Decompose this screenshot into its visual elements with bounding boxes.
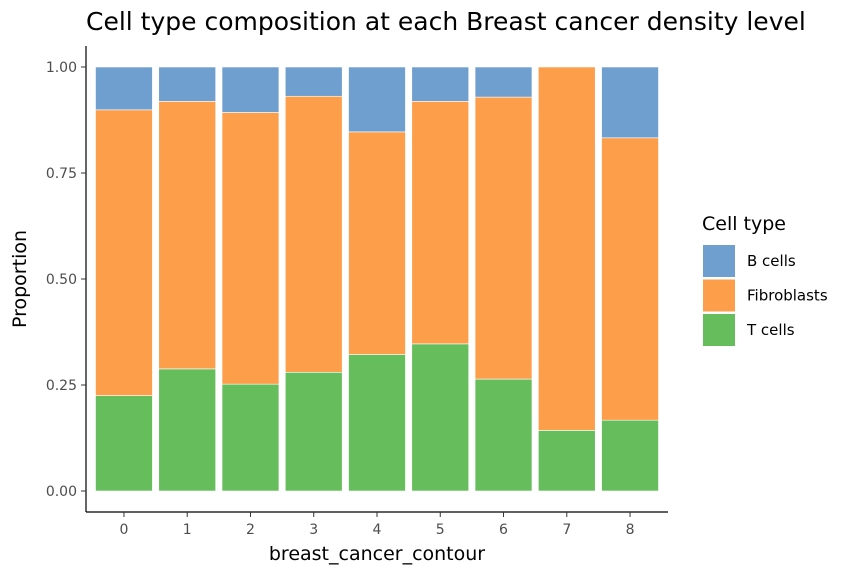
x-tick-label: 2 xyxy=(246,522,255,538)
legend-swatch-t-cells xyxy=(703,314,735,346)
bar-segment-fibroblasts-0 xyxy=(95,109,153,396)
legend-label-t-cells: T cells xyxy=(746,321,795,339)
bar-segment-t-cells-0 xyxy=(95,395,153,492)
bar-segment-fibroblasts-7 xyxy=(538,66,596,431)
bar-segment-b-cells-5 xyxy=(411,66,470,102)
bar-segment-t-cells-7 xyxy=(538,430,596,492)
y-axis-title: Proportion xyxy=(9,230,31,328)
legend-swatch-fibroblasts xyxy=(703,279,735,312)
bar-segment-b-cells-3 xyxy=(284,66,343,97)
bar-segment-t-cells-6 xyxy=(474,378,533,492)
y-tick-label: 1.00 xyxy=(46,60,77,76)
bar-segment-fibroblasts-6 xyxy=(474,96,533,380)
bar-segment-t-cells-4 xyxy=(348,354,406,492)
bar-segment-t-cells-8 xyxy=(601,419,659,492)
x-tick-label: 6 xyxy=(499,522,508,538)
bar-segment-b-cells-6 xyxy=(474,66,533,98)
chart-title: Cell type composition at each Breast can… xyxy=(86,7,806,36)
y-axis-ticks: 0.00 0.25 0.50 0.75 1.00 xyxy=(46,60,86,500)
bar-segment-b-cells-0 xyxy=(95,66,153,111)
x-tick-label: 7 xyxy=(562,522,571,538)
x-axis-title: breast_cancer_contour xyxy=(269,543,485,565)
bar-segment-fibroblasts-8 xyxy=(601,137,659,421)
y-tick-label: 0.00 xyxy=(46,484,77,500)
bar-segment-fibroblasts-1 xyxy=(158,101,216,370)
bar-segment-t-cells-5 xyxy=(411,343,470,492)
y-tick-label: 0.25 xyxy=(46,378,77,394)
legend-items: B cells Fibroblasts T cells xyxy=(703,245,828,346)
legend-label-b-cells: B cells xyxy=(747,252,796,270)
x-tick-label: 0 xyxy=(119,522,128,538)
bar-segment-t-cells-2 xyxy=(221,383,280,492)
y-tick-label: 0.75 xyxy=(46,166,77,182)
x-tick-label: 3 xyxy=(309,522,318,538)
x-tick-label: 4 xyxy=(373,522,382,538)
x-axis-ticks: 0 1 2 3 4 5 6 7 8 xyxy=(119,512,635,538)
bar-segment-fibroblasts-3 xyxy=(284,95,343,373)
x-tick-label: 5 xyxy=(436,522,445,538)
bars-layer xyxy=(95,66,659,492)
bar-segment-b-cells-4 xyxy=(348,66,406,133)
bar-segment-fibroblasts-2 xyxy=(221,112,280,385)
bar-segment-fibroblasts-5 xyxy=(411,101,470,345)
x-tick-label: 1 xyxy=(183,522,192,538)
bar-segment-b-cells-8 xyxy=(601,66,659,139)
y-tick-label: 0.50 xyxy=(46,272,77,288)
legend-label-fibroblasts: Fibroblasts xyxy=(747,287,828,305)
bar-segment-b-cells-1 xyxy=(158,66,216,102)
bar-segment-t-cells-3 xyxy=(284,371,343,492)
bar-segment-fibroblasts-4 xyxy=(348,131,406,355)
legend-title: Cell type xyxy=(702,213,786,235)
x-tick-label: 8 xyxy=(626,522,635,538)
legend: Cell type B cells Fibroblasts T cells xyxy=(702,213,828,346)
bar-segment-b-cells-2 xyxy=(221,66,280,113)
legend-swatch-b-cells xyxy=(703,245,735,277)
bar-segment-t-cells-1 xyxy=(158,368,216,492)
